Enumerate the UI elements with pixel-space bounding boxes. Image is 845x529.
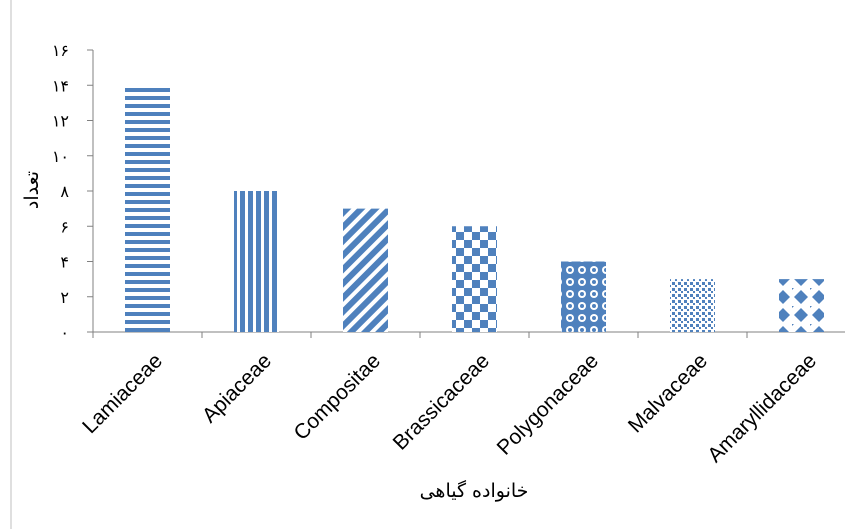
- y-tick-label: ۸: [60, 182, 69, 201]
- y-axis-title: تعداد: [21, 171, 43, 209]
- category-label: Compositae: [290, 349, 386, 445]
- bar-lamiaceae: [125, 85, 170, 332]
- category-labels: Lamiaceae Apiaceae Compositae BrassicaceaeP…: [78, 349, 821, 467]
- bar-malvaceae: [670, 279, 715, 332]
- x-ticks: [92, 332, 748, 338]
- y-tick-label: ۲: [60, 288, 69, 307]
- y-tick-label: ۱۲: [52, 112, 69, 131]
- bar-compositae: [343, 208, 388, 332]
- bar-apiaceae: [234, 191, 279, 332]
- bar-brassicaceae: [452, 226, 497, 332]
- y-tick-label: ۴: [60, 253, 69, 272]
- category-label: Polygonaceae: [493, 349, 603, 459]
- bar-amaryllidaceae: [779, 279, 824, 332]
- y-tick-label: ۱۶: [52, 41, 69, 60]
- category-label: Amaryllidaceae: [703, 349, 821, 467]
- x-axis-title: خانواده گیاهی: [420, 479, 529, 502]
- category-label: Malvaceae: [624, 349, 712, 437]
- category-label: Lamiaceae: [78, 349, 167, 438]
- category-label: Brassicaceae: [389, 349, 494, 454]
- y-tick-labels: ۰ ۲ ۴ ۶ ۸ ۱۰ ۱۲ ۱۴ ۱۶: [52, 41, 70, 342]
- bars: [125, 85, 824, 332]
- y-tick-label: ۰: [60, 323, 69, 342]
- y-tick-label: ۱۰: [52, 147, 69, 166]
- y-ticks: [87, 49, 93, 333]
- category-label: Apiaceae: [198, 349, 276, 427]
- bar-polygonaceae: [561, 261, 606, 332]
- y-tick-label: ۱۴: [52, 76, 69, 95]
- y-tick-label: ۶: [60, 217, 69, 236]
